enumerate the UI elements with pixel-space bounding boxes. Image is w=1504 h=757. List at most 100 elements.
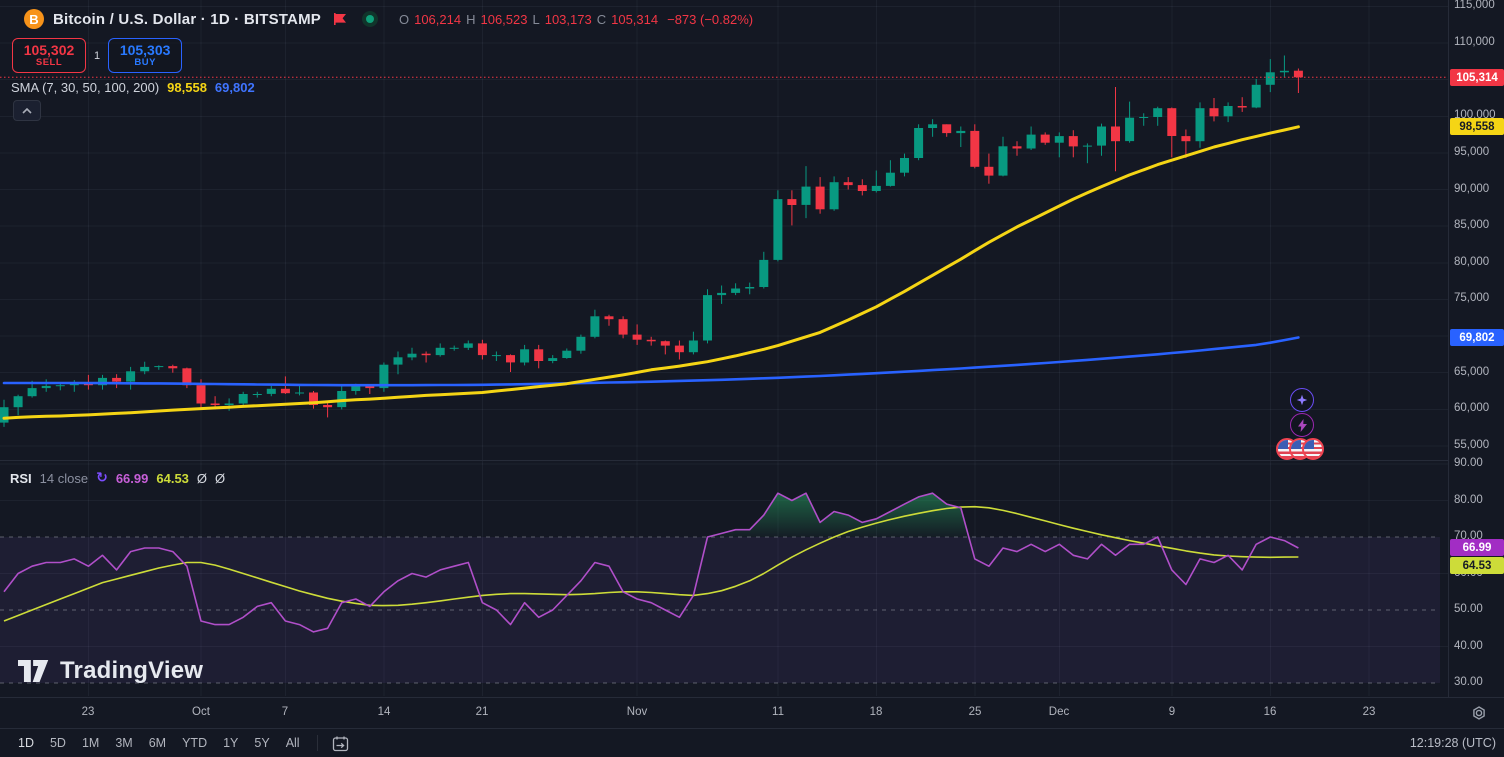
ohlc-values: O 106,214 H 106,523 L 103,173 C 105,314 −873… <box>399 12 753 27</box>
time-tick-25: 25 <box>968 706 982 718</box>
rsi-params: 14 close <box>39 470 89 486</box>
symbol-title[interactable]: Bitcoin / U.S. Dollar · 1D · BITSTAMP <box>53 10 321 28</box>
range-5d[interactable]: 5D <box>49 736 66 750</box>
axis-tick: 65,000 <box>1454 366 1490 378</box>
us-flag-icon <box>1302 438 1324 460</box>
sma-slow-value: 69,802 <box>214 80 255 95</box>
high-label: H <box>466 11 476 27</box>
tradingview-logo-icon <box>18 660 49 682</box>
low-label: L <box>532 11 540 27</box>
time-tick-18: 18 <box>869 706 883 718</box>
range-ytd[interactable]: YTD <box>182 736 208 750</box>
open-value: 106,214 <box>414 11 462 27</box>
price-axis[interactable]: 115,000 110,000 100,000 95,000 90,000 85,000 8… <box>1448 0 1504 697</box>
axis-tick: 55,000 <box>1454 439 1490 451</box>
axis-tick: 90,000 <box>1454 183 1490 195</box>
axis-tick: 115,000 <box>1454 0 1495 11</box>
time-tick-Dec: Dec <box>1048 706 1070 718</box>
rsi-extra-2: Ø <box>215 470 226 486</box>
open-label: O <box>398 11 410 27</box>
clock-timestamp[interactable]: 12:19:28 (UTC) <box>1409 736 1496 750</box>
sma-legend-label: SMA (7, 30, 50, 100, 200) <box>11 80 160 95</box>
go-to-date-button[interactable] <box>331 734 350 753</box>
rsi-indicator-legend[interactable]: RSI 14 close ↻ 66.99 64.53 Ø Ø <box>10 470 225 486</box>
lightning-bolt-icon <box>1297 418 1307 432</box>
time-axis[interactable]: 23 Oct 7 14 21 Nov 11 18 25 Dec 9 16 23 <box>0 697 1504 729</box>
rsi-ma-value: 64.53 <box>156 470 189 486</box>
rsi-extra-1: Ø <box>196 470 208 486</box>
sma-yellow-line <box>2 125 1300 420</box>
axis-tick: 85,000 <box>1454 219 1490 231</box>
sma-indicator-legend[interactable]: SMA (7, 30, 50, 100, 200) 98,558 69,802 <box>11 80 255 95</box>
refresh-icon: ↻ <box>96 470 108 486</box>
lightning-button[interactable] <box>1290 413 1314 437</box>
axis-tick: 60,000 <box>1454 402 1490 414</box>
range-5y[interactable]: 5Y <box>254 736 270 750</box>
axis-tick: 80.00 <box>1454 494 1483 506</box>
toolbar-divider <box>316 735 318 751</box>
buy-label: BUY <box>134 57 156 69</box>
high-value: 106,523 <box>480 11 528 27</box>
time-tick-9: 9 <box>1168 706 1176 718</box>
gridlines <box>0 0 1448 696</box>
tradingview-watermark: TradingView <box>18 657 203 685</box>
range-1y[interactable]: 1Y <box>223 736 239 750</box>
range-6m[interactable]: 6M <box>148 736 167 750</box>
time-tick-16: 16 <box>1263 706 1277 718</box>
range-1d[interactable]: 1D <box>18 736 34 750</box>
axis-price-tag: 105,314 <box>1450 69 1504 86</box>
axis-tick: 80,000 <box>1454 256 1490 268</box>
rsi-title: RSI <box>10 470 32 486</box>
gear-button[interactable] <box>1468 703 1490 725</box>
rsi-line <box>3 492 1299 633</box>
close-value: 105,314 <box>611 11 659 27</box>
close-label: C <box>596 11 607 27</box>
range-3m[interactable]: 3M <box>115 736 133 750</box>
spread-value: 1 <box>94 49 101 62</box>
time-tick-Nov: Nov <box>626 706 648 718</box>
range-all[interactable]: All <box>285 736 300 750</box>
sell-price: 105,302 <box>23 41 75 58</box>
axis-tick: 75,000 <box>1454 292 1490 304</box>
axis-price-tag: 66.99 <box>1450 539 1504 556</box>
watermark-text: TradingView <box>60 657 204 684</box>
sma-blue-line <box>2 336 1300 387</box>
axis-price-tag: 64.53 <box>1450 557 1504 574</box>
axis-tick: 50.00 <box>1454 603 1483 615</box>
buy-price: 105,303 <box>119 41 171 58</box>
rsi-band-fill <box>0 537 1440 683</box>
four-point-star-icon <box>1296 394 1308 406</box>
axis-price-tag: 98,558 <box>1450 118 1504 135</box>
time-tick-Oct: Oct <box>192 706 210 718</box>
symbol-header: B Bitcoin / U.S. Dollar · 1D · BITSTAMP … <box>24 9 753 29</box>
sell-label: SELL <box>35 57 63 69</box>
candlestick-chart[interactable] <box>0 0 1448 697</box>
chart-panes[interactable] <box>0 0 1448 697</box>
flag-icon[interactable] <box>333 13 347 25</box>
calendar-icon <box>332 736 348 751</box>
sell-button[interactable]: 105,302 SELL <box>12 38 86 73</box>
bitcoin-logo-icon: B <box>24 9 44 29</box>
chevron-up-icon <box>22 107 32 114</box>
time-tick-7: 7 <box>281 706 289 718</box>
sparkle-button[interactable] <box>1290 388 1314 412</box>
axis-tick: 90.00 <box>1454 457 1483 469</box>
time-tick-11: 11 <box>772 706 784 718</box>
flags-button[interactable] <box>1276 438 1324 460</box>
pane-separator[interactable] <box>0 460 1504 461</box>
axis-tick: 40.00 <box>1454 640 1483 652</box>
axis-tick: 95,000 <box>1454 146 1490 158</box>
trade-panel: 105,302 SELL 1 105,303 BUY <box>12 38 183 73</box>
axis-price-tag: 69,802 <box>1450 329 1504 346</box>
buy-button[interactable]: 105,303 BUY <box>108 38 183 73</box>
range-1m[interactable]: 1M <box>81 736 100 750</box>
axis-tick: 110,000 <box>1454 36 1495 48</box>
rsi-ma-line <box>3 505 1299 622</box>
gear-icon <box>1473 706 1485 720</box>
sma-fast-value: 98,558 <box>167 80 207 95</box>
low-value: 103,173 <box>544 11 592 27</box>
collapse-legend-button[interactable] <box>13 100 41 121</box>
candles <box>0 55 1303 427</box>
market-status-icon <box>361 11 378 27</box>
